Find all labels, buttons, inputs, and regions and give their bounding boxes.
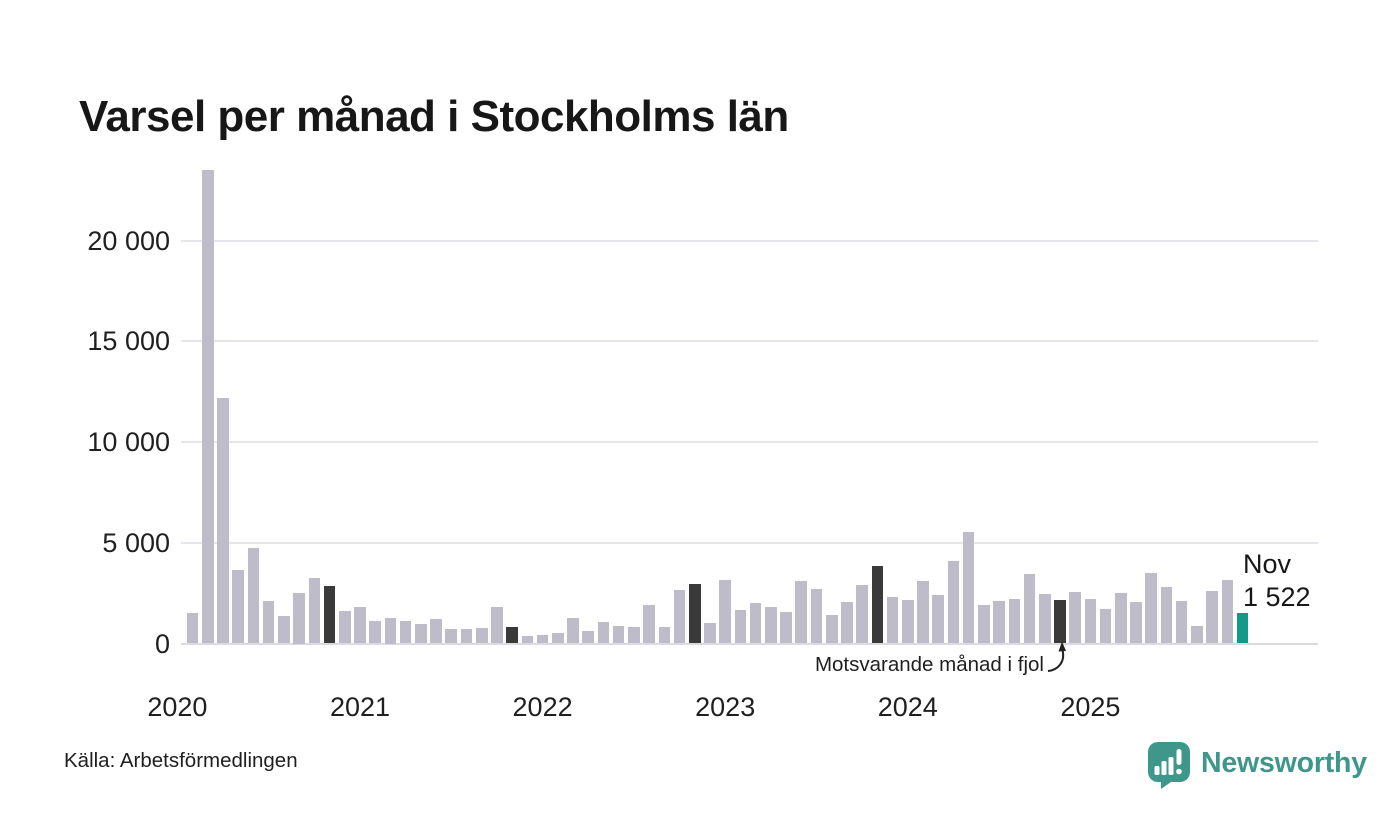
bar-2023-12 (886, 596, 899, 644)
bar-2024-06 (978, 604, 990, 644)
bar-2020-11-last_year (323, 586, 336, 644)
bar-2024-04 (947, 561, 960, 644)
bar-2025-02 (1099, 608, 1112, 644)
last-year-annotation: Motsvarande månad i fjol (814, 653, 1044, 676)
bar-2022-05 (597, 621, 610, 644)
bar-2025-10 (1221, 579, 1234, 644)
bar-2022-04 (582, 631, 595, 644)
bar-2025-07 (1175, 601, 1188, 644)
bar-2021-03 (384, 618, 397, 644)
gridline-0 (181, 642, 1318, 645)
x-axis-year-label-2025: 2025 (1060, 692, 1121, 722)
bar-2020-05 (232, 569, 245, 644)
bar-2024-03 (932, 594, 945, 644)
bar-2020-08 (278, 616, 290, 644)
bar-2021-10 (491, 607, 503, 644)
bar-2022-06 (612, 625, 625, 644)
bar-2021-07 (445, 629, 458, 644)
bar-2024-05 (962, 532, 975, 644)
x-axis-year-label-2020: 2020 (147, 692, 208, 722)
gridline-15000 (181, 340, 1318, 343)
bar-2023-07 (810, 589, 823, 644)
bar-2022-11-last_year (688, 584, 701, 644)
gridline-10000 (181, 441, 1318, 443)
bar-2020-10 (308, 578, 321, 644)
gridline-5000 (181, 541, 1318, 544)
bar-2020-07 (262, 601, 275, 644)
bar-2020-04 (217, 397, 229, 644)
bar-2024-07 (993, 601, 1005, 644)
bar-2024-08 (1008, 599, 1021, 644)
bar-2025-11-latest (1236, 612, 1249, 644)
bar-2024-01 (901, 600, 914, 644)
bar-2022-09 (658, 627, 671, 644)
newsworthy-wordmark: Newsworthy (1201, 747, 1367, 779)
y-axis-tick-label: 15 000 (87, 326, 170, 357)
bar-2023-05 (780, 612, 792, 644)
bar-2022-03 (567, 617, 579, 644)
newsworthy-brand: Newsworthy (1147, 741, 1367, 789)
bar-2022-12 (704, 623, 716, 644)
bar-2022-01 (536, 635, 549, 644)
bar-2024-11-last_year (1054, 600, 1066, 644)
source-attribution: Källa: Arbetsförmedlingen (64, 749, 298, 772)
bar-2023-01 (719, 580, 731, 644)
bar-2022-08 (643, 605, 655, 644)
bar-2023-11-last_year (871, 565, 884, 644)
page-title: Varsel per månad i Stockholms län (79, 92, 789, 142)
bar-2021-04 (399, 621, 412, 644)
bar-2021-02 (369, 621, 381, 644)
bar-2021-01 (354, 607, 366, 644)
y-axis-tick-label: 0 (154, 628, 170, 659)
x-axis-year-label-2021: 2021 (329, 692, 391, 722)
annotation-arrow-icon (1047, 641, 1066, 672)
bar-2021-06 (430, 619, 442, 644)
bar-2025-04 (1130, 602, 1142, 644)
x-axis-year-label-2023: 2023 (695, 692, 756, 722)
bar-2020-02 (186, 613, 199, 644)
bar-2021-11-last_year (506, 627, 518, 644)
bar-2023-03 (749, 603, 762, 644)
bar-2025-05 (1145, 572, 1158, 644)
bar-2024-09 (1023, 573, 1036, 644)
bar-2025-08 (1191, 626, 1203, 644)
x-axis-year-label-2024: 2024 (877, 692, 938, 722)
bar-2021-05 (415, 623, 427, 644)
x-axis-year-label-2022: 2022 (512, 692, 573, 722)
bar-2023-06 (795, 581, 808, 644)
bar-2022-10 (673, 589, 686, 644)
bar-2025-06 (1160, 587, 1173, 644)
bar-2023-04 (765, 607, 777, 644)
y-axis-tick-label: 5 000 (102, 527, 170, 558)
gridline-20000 (181, 239, 1318, 242)
y-axis-tick-label: 10 000 (87, 427, 170, 457)
bar-2023-10 (856, 585, 868, 644)
bar-2020-03 (202, 169, 214, 644)
bar-2022-07 (628, 626, 640, 644)
bar-2021-08 (460, 628, 473, 644)
y-axis-tick-label: 20 000 (87, 225, 170, 256)
bar-2024-02 (917, 581, 929, 644)
latest-value: 1 522 (1243, 582, 1311, 612)
bar-2025-01 (1084, 599, 1097, 644)
bar-2023-02 (734, 609, 747, 644)
bar-2025-03 (1115, 592, 1127, 644)
bar-2023-08 (825, 615, 838, 644)
latest-month-label: Nov (1243, 549, 1292, 579)
bar-2024-12 (1069, 591, 1081, 644)
newsworthy-speech-bubble-chart-icon (1148, 742, 1190, 789)
bar-2020-12 (338, 611, 351, 644)
bar-2020-06 (247, 547, 260, 644)
bar-2025-09 (1206, 591, 1218, 644)
bar-2021-09 (475, 628, 488, 644)
bar-2023-09 (841, 602, 853, 644)
bar-2021-12 (521, 636, 534, 644)
latest-value-callout: Nov 1 522 (1243, 548, 1311, 614)
bar-2024-10 (1038, 594, 1051, 644)
bar-2022-02 (552, 632, 564, 644)
bar-2020-09 (293, 593, 305, 644)
